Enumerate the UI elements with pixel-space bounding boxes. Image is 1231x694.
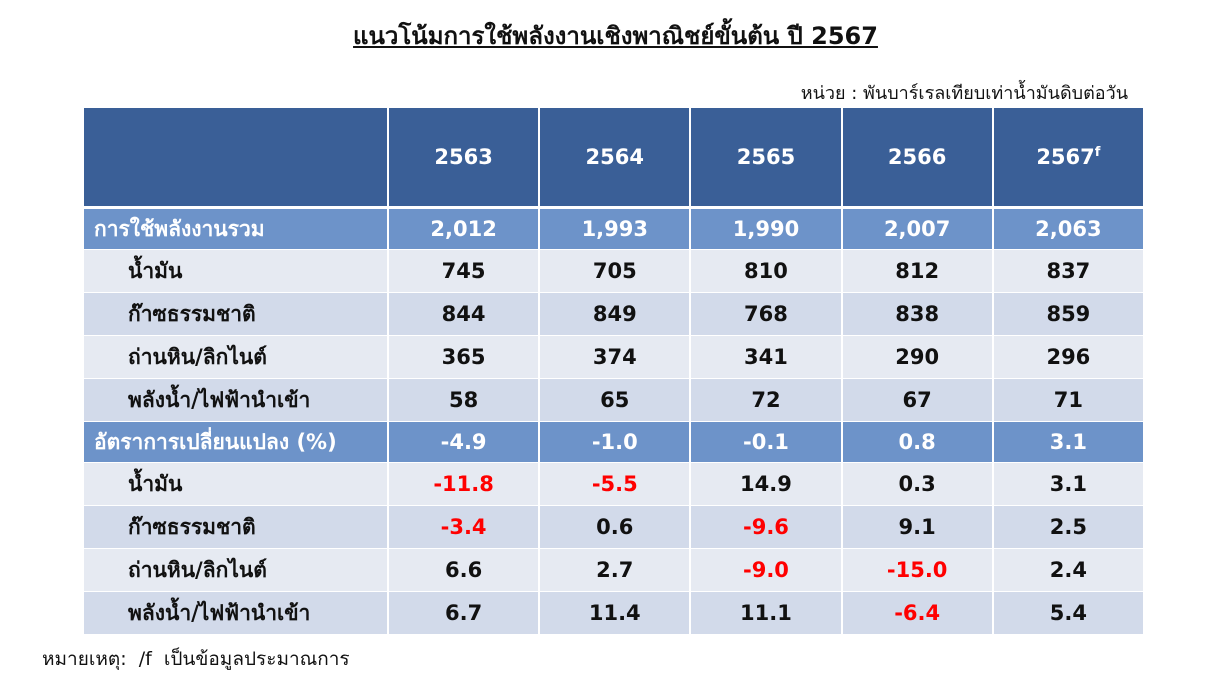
cell: 6.6: [386, 548, 541, 592]
cell: 71: [991, 378, 1146, 422]
sub-row: พลังน้ำ/ไฟฟ้านำเข้า 58 65 72 67 71: [82, 378, 1146, 422]
header-cell: 2567f: [991, 108, 1146, 209]
cell: -3.4: [386, 505, 541, 549]
cell: 296: [991, 335, 1146, 379]
cell: 705: [538, 249, 692, 293]
unit: หน่วย : พันบาร์เรลเทียบเท่าน้ำมันดิบต่อว…: [800, 83, 1128, 104]
row-label: ก๊าซธรรมชาติ: [82, 292, 389, 336]
note: หมายเหตุ: /f เป็นข้อมูลประมาณการ: [42, 648, 350, 670]
cell: 3.1: [991, 462, 1146, 506]
cell: -5.5: [538, 462, 692, 506]
header-row: 2563 2564 2565 2566 2567f: [82, 108, 1146, 209]
data-table: 2563 2564 2565 2566 2567f การใช้พลังงานรวม 2,0…: [82, 108, 1146, 635]
sub-row: ถ่านหิน/ลิกไนต์ 6.6 2.7 -9.0 -15.0 2.4: [82, 548, 1146, 592]
cell: 1,990: [689, 207, 843, 250]
cell: -1.0: [538, 421, 692, 463]
header-cell: 2564: [538, 108, 692, 209]
column-year: 2565: [736, 145, 796, 169]
cell: 844: [386, 292, 541, 336]
cell: 290: [840, 335, 994, 379]
row-label: พลังน้ำ/ไฟฟ้านำเข้า: [82, 378, 389, 422]
sub-row: ก๊าซธรรมชาติ 844 849 768 838 859: [82, 292, 1146, 336]
cell: -9.6: [689, 505, 843, 549]
cell: -9.0: [689, 548, 843, 592]
cell: 11.1: [689, 591, 843, 635]
cell: 58: [386, 378, 541, 422]
cell: 2,012: [386, 207, 541, 250]
cell: 341: [689, 335, 843, 379]
title: แนวโน้มการใช้พลังงานเชิงพาณิชย์ขั้นต้น ป…: [353, 22, 878, 50]
row-label: การใช้พลังงานรวม: [82, 207, 389, 250]
cell: 2.7: [538, 548, 692, 592]
sub-row: ถ่านหิน/ลิกไนต์ 365 374 341 290 296: [82, 335, 1146, 379]
cell: 65: [538, 378, 692, 422]
cell: 374: [538, 335, 692, 379]
cell: 2.4: [991, 548, 1146, 592]
cell: 11.4: [538, 591, 692, 635]
cell: 67: [840, 378, 994, 422]
column-year: 2567: [1036, 145, 1095, 169]
cell: 810: [689, 249, 843, 293]
sub-row: น้ำมัน -11.8 -5.5 14.9 0.3 3.1: [82, 462, 1146, 506]
row-label: พลังน้ำ/ไฟฟ้านำเข้า: [82, 591, 389, 635]
header-cell: 2565: [689, 108, 843, 209]
cell: 3.1: [991, 421, 1146, 463]
cell: 768: [689, 292, 843, 336]
row-label: ถ่านหิน/ลิกไนต์: [82, 335, 389, 379]
cell: 745: [386, 249, 541, 293]
sub-row: น้ำมัน 745 705 810 812 837: [82, 249, 1146, 293]
cell: 859: [991, 292, 1146, 336]
cell: 812: [840, 249, 994, 293]
sub-row: ก๊าซธรรมชาติ -3.4 0.6 -9.6 9.1 2.5: [82, 505, 1146, 549]
cell: 1,993: [538, 207, 692, 250]
cell: -6.4: [840, 591, 994, 635]
cell: 0.8: [840, 421, 994, 463]
column-year: 2566: [887, 145, 947, 169]
sub-row: พลังน้ำ/ไฟฟ้านำเข้า 6.7 11.4 11.1 -6.4 5.4: [82, 591, 1146, 635]
cell: -4.9: [386, 421, 541, 463]
cell: 14.9: [689, 462, 843, 506]
row-label: อัตราการเปลี่ยนแปลง (%): [82, 421, 389, 463]
column-mark: f: [1094, 145, 1101, 160]
cell: -0.1: [689, 421, 843, 463]
group-row: การใช้พลังงานรวม 2,012 1,993 1,990 2,007 2,06…: [82, 207, 1146, 250]
cell: -11.8: [386, 462, 541, 506]
cell: 849: [538, 292, 692, 336]
cell: 5.4: [991, 591, 1146, 635]
cell: 2.5: [991, 505, 1146, 549]
row-label: น้ำมัน: [82, 249, 389, 293]
cell: -15.0: [840, 548, 994, 592]
header-cell: [82, 108, 389, 209]
cell: 837: [991, 249, 1146, 293]
row-label: น้ำมัน: [82, 462, 389, 506]
cell: 365: [386, 335, 541, 379]
cell: 72: [689, 378, 843, 422]
cell: 838: [840, 292, 994, 336]
cell: 9.1: [840, 505, 994, 549]
cell: 0.3: [840, 462, 994, 506]
row-label: ก๊าซธรรมชาติ: [82, 505, 389, 549]
cell: 2,063: [991, 207, 1146, 250]
group-row: อัตราการเปลี่ยนแปลง (%) -4.9 -1.0 -0.1 0.8 3.…: [82, 421, 1146, 463]
cell: 0.6: [538, 505, 692, 549]
header-cell: 2563: [386, 108, 541, 209]
row-label: ถ่านหิน/ลิกไนต์: [82, 548, 389, 592]
cell: 2,007: [840, 207, 994, 250]
column-year: 2564: [585, 145, 644, 169]
column-year: 2563: [434, 145, 493, 169]
cell: 6.7: [386, 591, 541, 635]
header-cell: 2566: [840, 108, 994, 209]
